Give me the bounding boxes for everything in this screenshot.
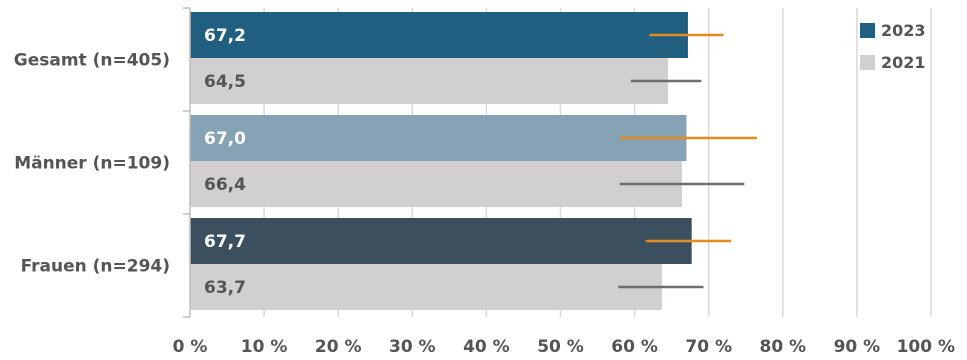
bar-2021-0 <box>190 58 668 104</box>
data-label-2021-0: 64,5 <box>204 72 246 92</box>
category-label-2: Frauen (n=294) <box>21 257 170 277</box>
bar-2023-0 <box>190 12 688 58</box>
x-tick-label-100: 100 % <box>897 337 955 357</box>
x-tick-label-60: 60 % <box>611 337 658 357</box>
legend-swatch-2021 <box>860 55 875 70</box>
y-axis <box>183 7 191 318</box>
legend-label-2021: 2021 <box>881 53 926 72</box>
data-label-2023-0: 67,2 <box>204 26 246 46</box>
x-tick-labels: 0 % 10 % 20 % 30 % 40 % 50 % 60 % 70 % 80 % 90 % 1… <box>173 337 955 357</box>
data-label-2021-1: 66,4 <box>204 175 246 195</box>
data-label-2021-2: 63,7 <box>204 278 246 298</box>
data-labels: 67,2 64,5 67,0 66,4 67,7 63,7 <box>204 26 246 298</box>
category-labels: Gesamt (n=405) Männer (n=109) Frauen (n=29… <box>14 51 170 277</box>
x-tick-label-40: 40 % <box>463 337 510 357</box>
x-tick-label-70: 70 % <box>685 337 732 357</box>
legend-label-2023: 2023 <box>881 21 926 40</box>
bar-2023-2 <box>190 218 692 264</box>
category-label-0: Gesamt (n=405) <box>14 51 170 71</box>
x-tick-label-0: 0 % <box>173 337 208 357</box>
bar-2021-2 <box>190 264 663 310</box>
x-tick-label-50: 50 % <box>537 337 584 357</box>
data-label-2023-2: 67,7 <box>204 232 246 252</box>
bar-2021-1 <box>190 161 683 207</box>
x-tick-label-80: 80 % <box>759 337 806 357</box>
legend: 2023 2021 <box>860 21 926 72</box>
bar-2023-1 <box>190 115 687 161</box>
bars <box>190 12 692 310</box>
legend-swatch-2023 <box>860 23 875 38</box>
data-label-2023-1: 67,0 <box>204 129 246 149</box>
x-tick-label-10: 10 % <box>241 337 288 357</box>
error-bars <box>618 33 757 289</box>
x-tick-label-20: 20 % <box>315 337 362 357</box>
x-tick-label-90: 90 % <box>834 337 881 357</box>
x-tick-label-30: 30 % <box>389 337 436 357</box>
category-label-1: Männer (n=109) <box>14 154 170 174</box>
